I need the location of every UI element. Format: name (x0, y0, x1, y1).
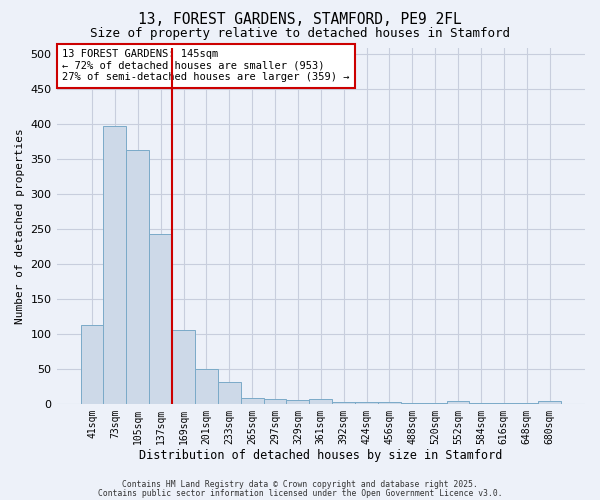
X-axis label: Distribution of detached houses by size in Stamford: Distribution of detached houses by size … (139, 450, 502, 462)
Text: Size of property relative to detached houses in Stamford: Size of property relative to detached ho… (90, 28, 510, 40)
Bar (218, 382, 241, 404)
Text: 13, FOREST GARDENS, STAMFORD, PE9 2FL: 13, FOREST GARDENS, STAMFORD, PE9 2FL (138, 12, 462, 28)
Bar (149, 234, 172, 404)
Text: 13 FOREST GARDENS: 145sqm
← 72% of detached houses are smaller (953)
27% of semi: 13 FOREST GARDENS: 145sqm ← 72% of detac… (62, 50, 349, 82)
Bar (515, 403, 538, 404)
Bar (286, 400, 310, 404)
Bar (172, 330, 195, 404)
Bar (538, 401, 561, 404)
Bar (80, 325, 103, 404)
Bar (332, 402, 355, 404)
Text: Contains HM Land Registry data © Crown copyright and database right 2025.: Contains HM Land Registry data © Crown c… (122, 480, 478, 489)
Text: Contains public sector information licensed under the Open Government Licence v3: Contains public sector information licen… (98, 488, 502, 498)
Bar (424, 403, 446, 404)
Bar (310, 399, 332, 404)
Bar (241, 398, 263, 404)
Bar (263, 399, 286, 404)
Bar (401, 403, 424, 404)
Bar (127, 150, 149, 404)
Bar (355, 402, 378, 404)
Bar (378, 402, 401, 404)
Bar (469, 403, 493, 404)
Bar (493, 403, 515, 404)
Bar (446, 401, 469, 404)
Bar (195, 369, 218, 404)
Y-axis label: Number of detached properties: Number of detached properties (15, 128, 25, 324)
Bar (103, 126, 127, 404)
